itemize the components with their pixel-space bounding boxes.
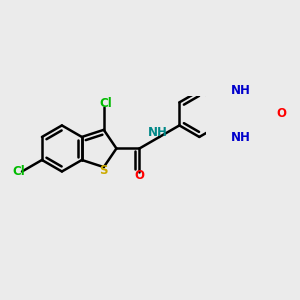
Text: NH: NH <box>231 131 251 144</box>
Text: O: O <box>277 107 286 120</box>
Text: NH: NH <box>148 126 168 139</box>
Text: NH: NH <box>231 84 251 97</box>
Text: O: O <box>134 169 145 182</box>
Text: Cl: Cl <box>99 97 112 110</box>
Text: S: S <box>100 164 108 177</box>
Text: Cl: Cl <box>13 165 25 178</box>
